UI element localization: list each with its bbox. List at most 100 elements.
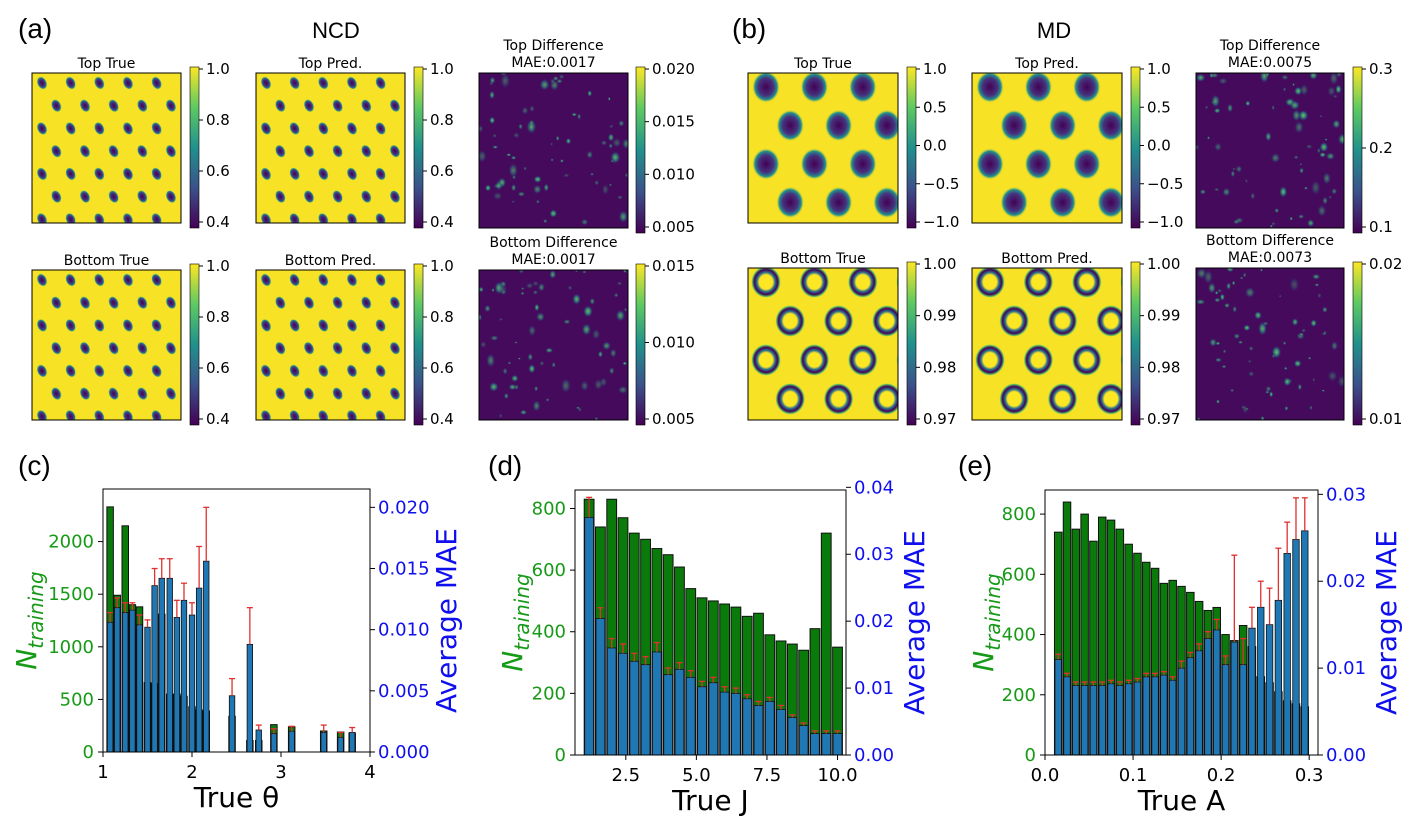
heatmap-title: Top True xyxy=(77,56,136,72)
skyrmion-blob xyxy=(332,189,344,204)
skyrmion-blob xyxy=(93,121,105,136)
colorbar-tick-label: 1.0 xyxy=(430,60,454,78)
difference-speck xyxy=(1325,152,1336,161)
colorbar xyxy=(1130,66,1141,229)
difference-speck xyxy=(1282,86,1287,92)
mae-bar xyxy=(1080,685,1089,756)
difference-speck xyxy=(581,270,587,274)
difference-speck xyxy=(521,106,529,115)
mae-bar xyxy=(349,732,356,753)
difference-speck xyxy=(574,270,579,273)
difference-speck xyxy=(609,348,617,358)
colorbar-tick-label: 0.99 xyxy=(1147,307,1180,325)
skyrmion-blob xyxy=(36,167,48,181)
domain-blob xyxy=(872,186,898,219)
mae-bar xyxy=(1089,685,1098,756)
difference-speck xyxy=(1213,142,1223,152)
training-count-bar xyxy=(820,532,832,756)
y-axis-label-left: Ntraining xyxy=(967,573,1005,671)
heatmap-panel: Bottom Pred. 1.0 0.8 0.6 0.4 xyxy=(255,253,454,428)
difference-speck xyxy=(492,191,503,201)
difference-speck xyxy=(1283,366,1288,371)
difference-speck xyxy=(1337,374,1344,389)
mae-bar xyxy=(1301,530,1309,756)
skyrmion-blob xyxy=(289,318,301,333)
colorbar-tick-label: 0.015 xyxy=(652,113,695,131)
difference-speck xyxy=(624,172,628,178)
difference-speck xyxy=(510,374,519,383)
difference-speck xyxy=(532,399,541,413)
skyrmion-blob xyxy=(36,364,48,378)
difference-speck xyxy=(1289,99,1301,111)
skyrmion-blob xyxy=(50,386,62,401)
difference-speck xyxy=(1319,151,1327,158)
difference-speck xyxy=(608,143,614,149)
difference-speck xyxy=(1332,94,1338,99)
ncd-title: NCD xyxy=(312,18,360,43)
skyrmion-blob xyxy=(36,273,48,287)
difference-speck xyxy=(1278,294,1282,298)
ring-blob xyxy=(775,382,806,415)
skyrmion-blob xyxy=(122,273,134,287)
difference-speck xyxy=(1243,324,1251,332)
skyrmion-blob xyxy=(151,167,163,181)
difference-speck xyxy=(617,385,628,395)
mae-bar xyxy=(180,599,188,753)
mae-bar xyxy=(584,517,594,756)
skyrmion-blob xyxy=(136,144,148,158)
mae-label: MAE:0.0073 xyxy=(1228,250,1312,266)
difference-speck xyxy=(517,191,526,197)
heatmap-title: Bottom Difference xyxy=(1206,233,1334,249)
skyrmion-blob xyxy=(165,189,177,204)
ring-blob xyxy=(1095,382,1122,415)
difference-speck xyxy=(611,137,622,148)
skyrmion-blob xyxy=(289,364,301,378)
difference-speck xyxy=(1317,292,1322,299)
skyrmion-blob xyxy=(346,167,358,181)
mae-bar xyxy=(1125,683,1133,756)
mae-bar xyxy=(1283,553,1291,756)
difference-speck xyxy=(1335,73,1343,78)
ring-blob xyxy=(848,422,878,454)
difference-speck xyxy=(580,380,590,392)
difference-speck xyxy=(502,367,508,375)
skyrmion-blob xyxy=(93,76,105,90)
skyrmion-blob xyxy=(165,99,177,113)
skyrmion-blob xyxy=(136,99,148,113)
difference-speck xyxy=(1310,179,1321,196)
difference-speck xyxy=(576,113,582,120)
difference-speck xyxy=(535,199,541,204)
difference-speck xyxy=(485,352,496,369)
difference-speck xyxy=(1293,155,1299,160)
difference-speck xyxy=(1230,388,1235,393)
difference-speck xyxy=(565,137,572,145)
skyrmion-blob xyxy=(389,99,401,113)
heatmap-panel: Bottom True 1.0 0.8 0.6 0.4 xyxy=(31,253,230,428)
difference-speck xyxy=(1299,167,1305,174)
colorbar-tick-label: 0.99 xyxy=(923,307,956,325)
difference-speck xyxy=(600,140,608,146)
ring-blob xyxy=(751,343,781,376)
skyrmion-blob xyxy=(360,341,372,355)
colorbar xyxy=(906,261,917,426)
mae-bar xyxy=(1257,606,1265,756)
difference-speck xyxy=(527,352,534,362)
ring-blob xyxy=(847,268,878,298)
difference-speck xyxy=(558,74,565,80)
difference-speck xyxy=(1222,187,1231,197)
mae-bar xyxy=(114,607,121,753)
skyrmion-blob xyxy=(122,76,134,90)
domain-blob xyxy=(752,147,780,180)
difference-speck xyxy=(498,283,508,297)
difference-speck xyxy=(532,289,539,295)
difference-speck xyxy=(1199,188,1207,195)
heatmap-title: Top Difference xyxy=(502,38,603,54)
difference-speck xyxy=(511,200,516,204)
heatmap-frame xyxy=(31,269,182,421)
domain-blob xyxy=(1024,73,1053,103)
difference-speck xyxy=(608,366,615,375)
mae-bar xyxy=(606,647,617,756)
mae-bar xyxy=(1221,664,1230,756)
difference-speck xyxy=(1239,276,1244,280)
ring-blob xyxy=(1023,268,1054,298)
